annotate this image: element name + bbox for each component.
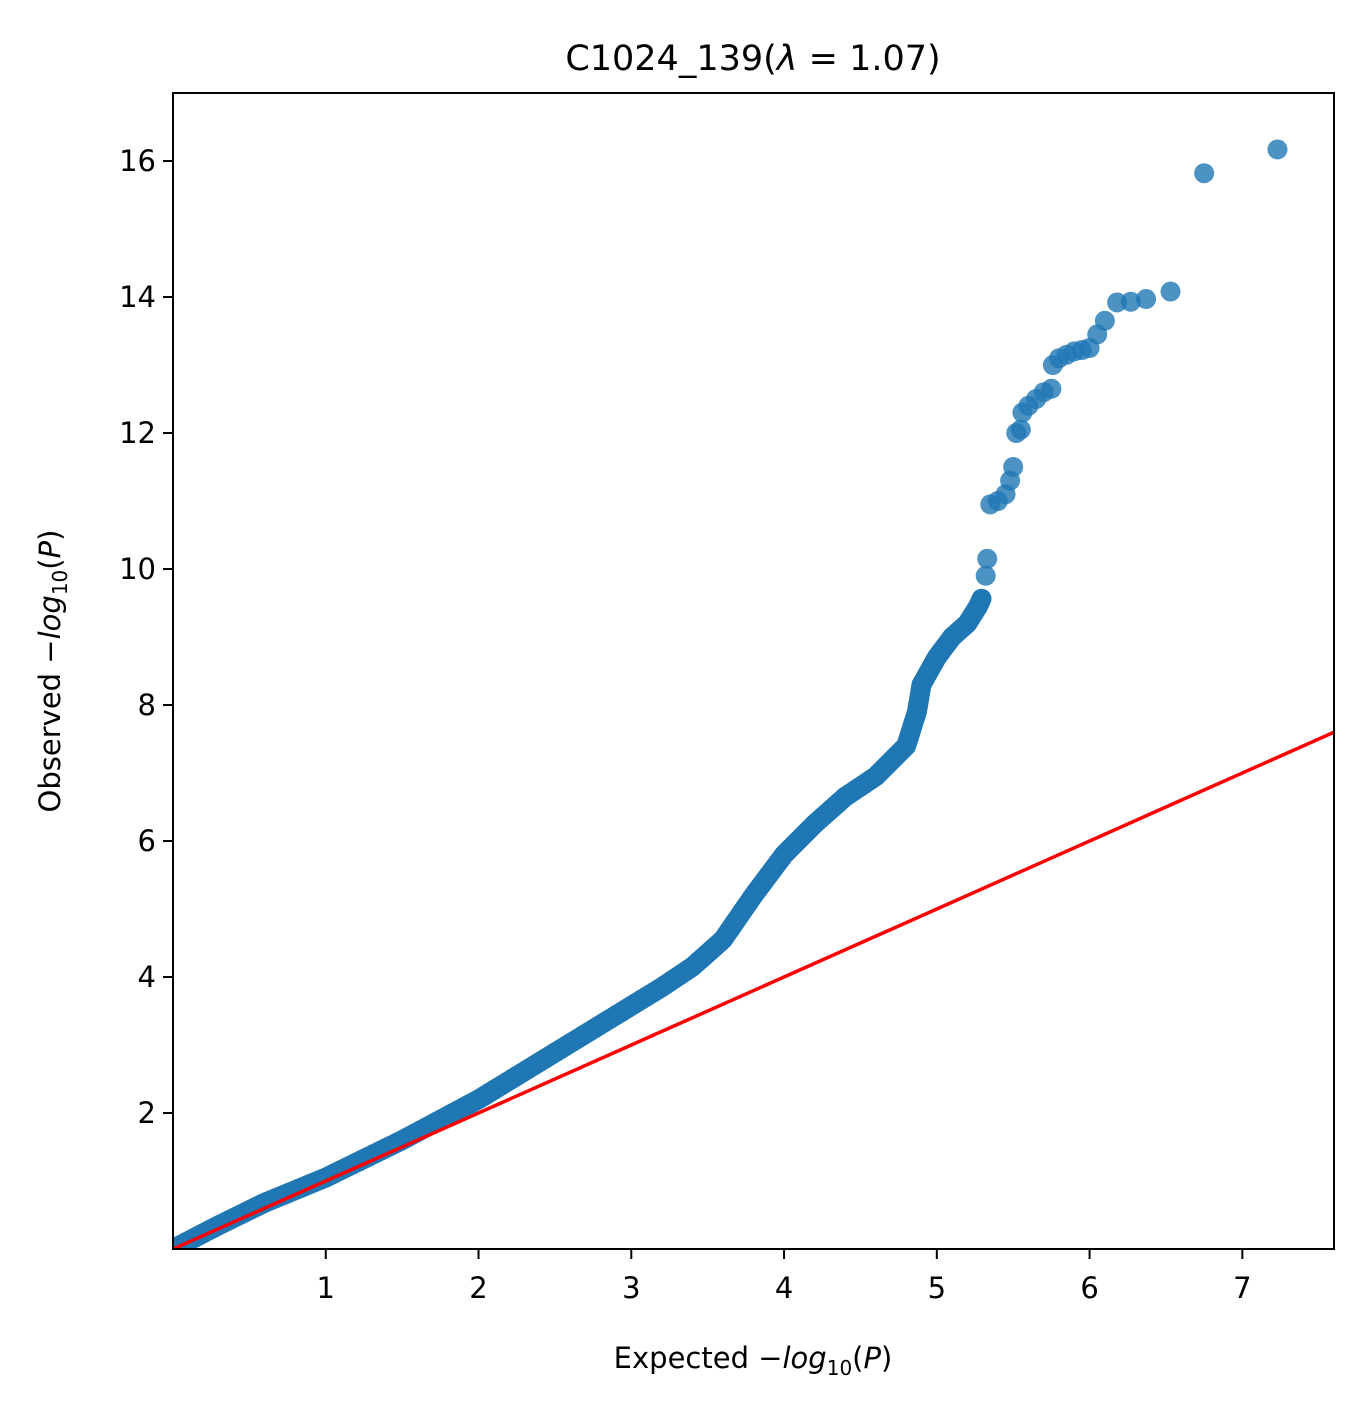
x-tick-label: 7 [1233, 1271, 1251, 1305]
y-axis-label: Observed −log10(P) [33, 530, 72, 813]
plot-frame [172, 92, 1335, 1250]
y-tick-label: 4 [138, 960, 156, 994]
y-tick-label: 8 [138, 688, 156, 722]
data-point [1160, 281, 1181, 302]
y-tick-label: 6 [138, 824, 156, 858]
x-axis-ticks: 1 2 3 4 5 6 7 [317, 1249, 1252, 1305]
x-tick-label: 4 [775, 1271, 793, 1305]
x-tick-label: 5 [928, 1271, 946, 1305]
plot-area [172, 92, 1335, 1250]
data-point [977, 548, 998, 569]
data-point [1120, 291, 1141, 312]
data-point [1094, 310, 1115, 331]
x-tick-label: 2 [469, 1271, 487, 1305]
x-axis-label: Expected −log10(P) [614, 1341, 893, 1380]
data-point [1194, 163, 1215, 184]
data-point [971, 588, 992, 609]
y-tick-label: 12 [119, 416, 156, 450]
data-point [975, 565, 996, 586]
data-point [1003, 457, 1024, 477]
chart-title: C1024_139(λ = 1.07) [565, 39, 940, 79]
reference-line [173, 730, 1334, 1249]
x-tick-label: 3 [622, 1271, 640, 1305]
x-tick-label: 1 [317, 1271, 335, 1305]
y-tick-label: 16 [119, 144, 156, 178]
data-point [1010, 419, 1031, 440]
data-point [1041, 378, 1062, 399]
x-tick-label: 6 [1080, 1271, 1098, 1305]
y-axis-ticks: 2 4 6 8 10 12 14 16 [119, 144, 173, 1130]
y-tick-label: 14 [119, 280, 156, 314]
y-tick-label: 10 [119, 552, 156, 586]
data-point [1267, 139, 1288, 160]
data-point [1136, 289, 1157, 310]
y-tick-label: 2 [138, 1096, 156, 1130]
